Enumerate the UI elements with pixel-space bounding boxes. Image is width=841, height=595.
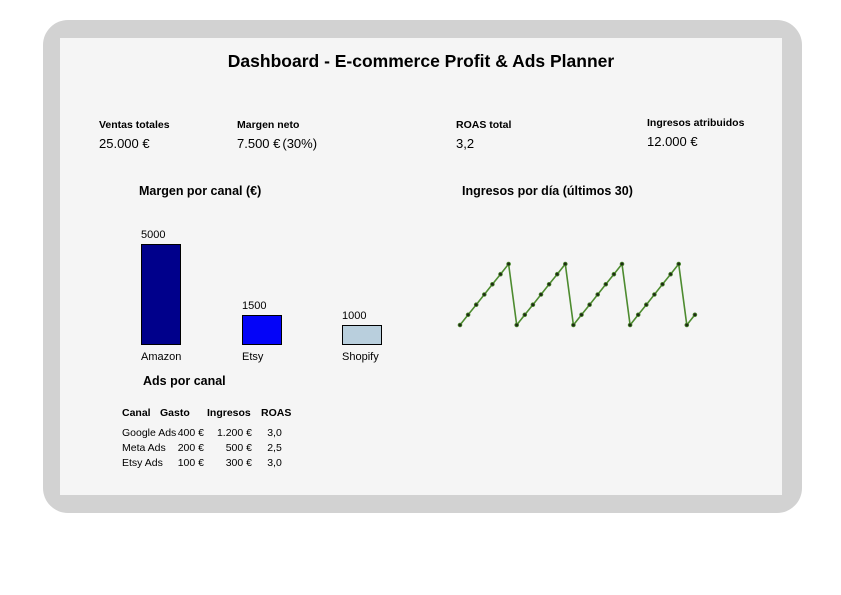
table-cell: Meta Ads [122,442,166,454]
data-point-marker [587,302,592,307]
ads-table-title: Ads por canal [143,374,226,388]
dashboard-panel: Dashboard - E-commerce Profit & Ads Plan… [60,38,782,495]
data-point-marker [644,302,649,307]
bar-chart: 5000 Amazon 1500 Etsy 1000 Shopify [60,38,782,495]
bar-value-label: 5000 [141,229,166,241]
table-header-ingresos: Ingresos [207,407,251,419]
line-chart-title: Ingresos por día (últimos 30) [462,184,633,198]
data-point-marker [522,312,528,318]
kpi-margen-neto-label: Margen neto [237,119,300,131]
table-header-canal: Canal [122,407,151,419]
data-point-marker [635,312,641,318]
data-point-marker [668,271,673,277]
bar-category-label: Amazon [141,351,182,363]
kpi-margen-neto-amount: 7.500 € [237,136,281,151]
kpi-roas-total-label: ROAS total [456,119,512,131]
data-point-marker [619,261,625,267]
kpi-ventas-totales-label: Ventas totales [99,119,170,131]
table-cell: 2,5 [267,442,282,454]
table-header-gasto: Gasto [160,407,190,419]
table-cell: 500 € [225,442,252,454]
data-point-marker [563,261,568,267]
data-point-marker [473,302,479,307]
data-point-marker [652,292,657,297]
dashboard-card: Dashboard - E-commerce Profit & Ads Plan… [43,20,802,513]
data-point-marker [627,322,633,328]
data-point-marker [611,271,617,277]
data-point-marker [692,312,698,318]
table-cell: 100 € [177,457,204,469]
data-point-marker [538,292,544,297]
page-title: Dashboard - E-commerce Profit & Ads Plan… [227,51,615,71]
data-point-marker [595,292,601,297]
table-cell: Google Ads [122,427,177,439]
bar-chart-title: Margen por canal (€) [139,184,262,198]
data-point-marker [571,322,576,328]
data-point-marker [498,271,503,277]
kpi-ingresos-atribuidos-value: 12.000 € [647,134,698,149]
bar-category-label: Shopify [342,351,379,363]
data-point-marker [490,281,495,287]
data-point-marker [603,281,609,287]
data-point-marker [481,292,487,297]
data-point-marker [676,261,682,267]
bar-amazon [141,244,181,345]
kpi-margen-neto-value: 7.500 € (30%) [237,136,317,151]
table-cell: 3,0 [267,457,282,469]
data-point-marker [465,312,471,318]
data-point-marker [684,322,690,328]
table-cell: 200 € [177,442,204,454]
data-point-marker [514,322,519,328]
bar-category-label: Etsy [242,351,264,363]
table-cell: 400 € [177,427,204,439]
kpi-roas-total-value: 3,2 [456,136,475,151]
data-point-marker [554,271,560,277]
data-point-marker [457,322,463,328]
table-cell: 300 € [225,457,252,469]
table-cell: 1.200 € [216,427,252,439]
kpi-ventas-totales-value: 25.000 € [99,136,150,151]
data-point-marker [660,281,665,287]
bar-value-label: 1000 [342,310,367,322]
kpi-margen-neto-percent: (30%) [282,136,318,151]
bar-value-label: 1500 [242,300,267,312]
bar-shopify [342,325,382,345]
table-header-roas: ROAS [261,407,292,419]
ads-table: Canal Gasto Ingresos ROAS Google Ads 400 € 1.2… [60,38,782,495]
line-chart [457,261,698,328]
data-point-marker [530,302,536,307]
data-point-marker [506,261,511,267]
kpi-ingresos-atribuidos-label: Ingresos atribuidos [647,117,745,129]
data-point-marker [579,312,584,318]
bar-etsy [242,315,282,345]
table-cell: Etsy Ads [122,457,163,469]
table-cell: 3,0 [267,427,282,439]
data-point-marker [546,281,552,287]
